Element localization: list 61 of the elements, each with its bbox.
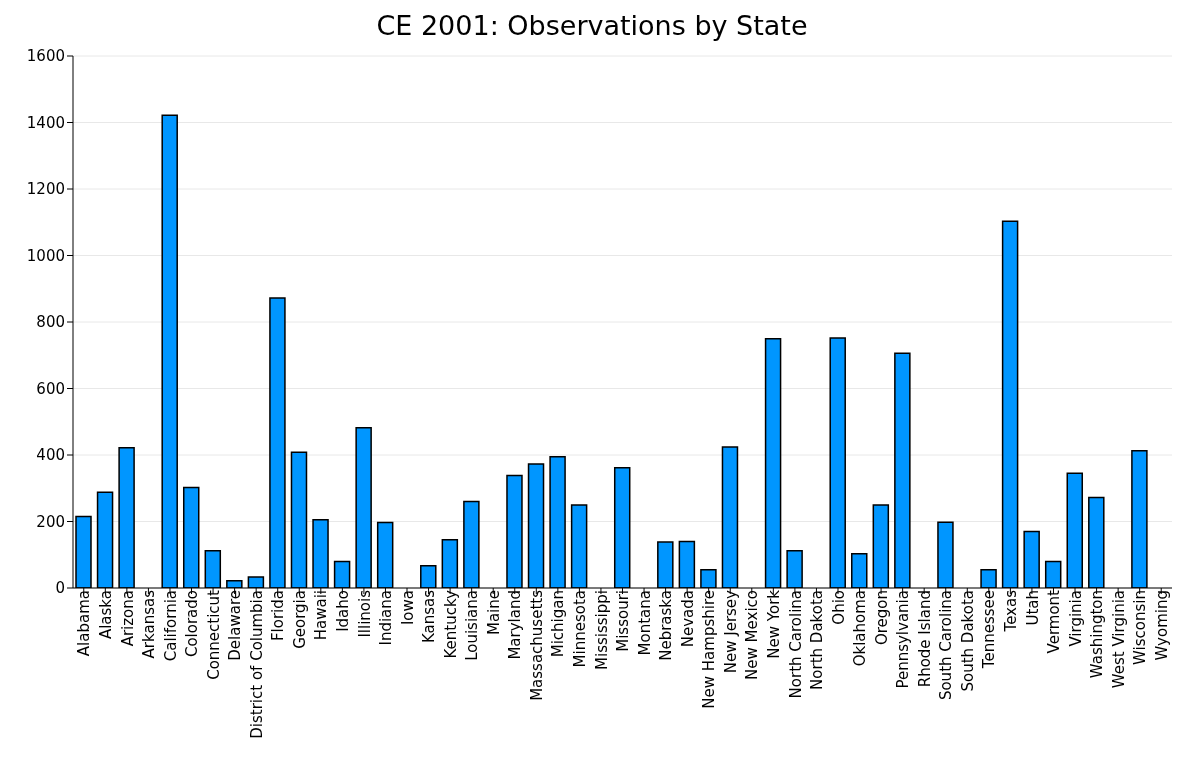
y-tick-label: 1200 [26,180,65,199]
chart-title: CE 2001: Observations by State [375,9,809,43]
x-tick-label: California [161,590,180,662]
y-tick-label: 600 [36,379,65,398]
x-tick-label: Montana [635,590,654,656]
x-tick-label: South Dakota [958,590,977,692]
x-tick-label: Iowa [398,590,417,626]
x-tick-label: North Dakota [808,590,827,690]
x-tick-label: Virginia [1066,590,1085,647]
x-tick-label: New Hampshire [700,590,719,709]
x-tick-label: Utah [1023,590,1042,626]
y-tick-label: 200 [36,512,65,531]
x-tick-label: Massachusetts [527,589,546,701]
x-tick-label: Maryland [506,590,525,660]
x-tick-label: Colorado [183,590,202,658]
x-tick-label: Kansas [420,589,439,644]
x-tick-label: South Carolina [937,590,956,701]
x-tick-label: Washington [1088,590,1107,679]
x-tick-label: North Carolina [786,590,805,699]
y-tick-label: 1600 [26,47,65,66]
x-tick-label: Hawaii [312,590,331,641]
x-tick-label: Idaho [334,590,353,632]
x-tick-label: Michigan [549,590,568,658]
x-tick-label: Rhode Island [915,590,934,688]
x-tick-label: Alabama [75,590,94,657]
y-tick-label: 400 [36,446,65,465]
x-tick-label: Louisiana [463,590,482,661]
x-tick-label: Kentucky [441,589,460,659]
x-tick-label: Indiana [377,590,396,646]
x-tick-label: Arizona [118,590,137,647]
x-tick-label: Maine [484,590,503,636]
y-tick-label: 800 [36,313,65,332]
x-tick-label: Arkansas [140,589,159,659]
x-tick-label: Florida [269,590,288,642]
x-tick-label: Nebraska [657,590,676,661]
x-tick-label: Wyoming [1152,590,1171,661]
x-tick-label: Delaware [226,590,245,661]
x-tick-label: Pennsylvania [894,590,913,689]
x-tick-label: Wisconsin [1131,590,1150,665]
y-tick-label: 1400 [26,113,65,132]
x-tick-label: Tennessee [980,590,999,670]
x-tick-label: New Mexico [743,590,762,680]
y-tick-label: 0 [55,579,65,598]
x-tick-label: Nevada [678,590,697,648]
x-tick-label: District of Columbia [247,590,266,739]
x-tick-label: New Jersey [721,589,740,674]
x-tick-label: Oregon [872,590,891,646]
x-tick-label: Vermont [1045,589,1064,654]
x-tick-label: Ohio [829,590,848,625]
y-tick-label: 1000 [26,246,65,265]
x-tick-label: Mississippi [592,590,611,670]
x-tick-label: Missouri [614,590,633,652]
x-tick-label: West Virginia [1109,590,1128,689]
x-tick-label: Connecticut [204,589,223,680]
x-tick-label: Oklahoma [851,590,870,667]
x-tick-label: Texas [1002,589,1021,633]
x-tick-label: Illinois [355,589,374,638]
x-tick-label: Alaska [96,590,115,640]
x-tick-label: New York [764,589,783,659]
x-tick-label: Minnesota [571,590,590,668]
x-tick-label: Georgia [290,590,309,649]
